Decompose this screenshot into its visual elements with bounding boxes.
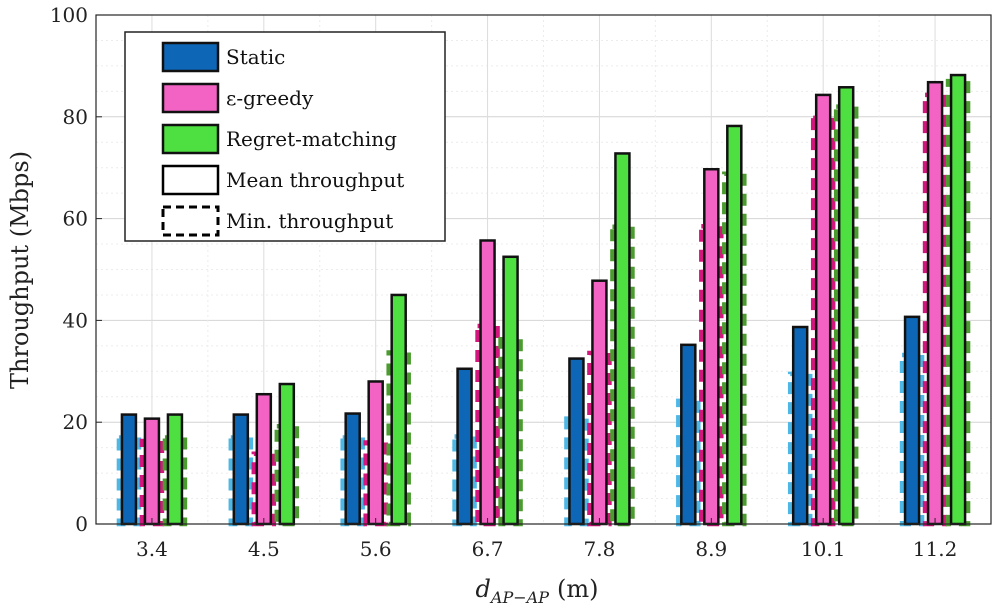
x-tick-label: 6.7	[472, 537, 504, 561]
x-tick-label: 3.4	[136, 537, 168, 561]
mean-throughput-bar	[120, 413, 138, 526]
x-tick-label: 5.6	[360, 537, 392, 561]
axes-frame	[95, 14, 992, 525]
y-tick-label: 80	[63, 105, 88, 129]
mean-throughput-bar	[502, 255, 519, 526]
legend-swatch	[161, 82, 220, 114]
x-axis-title: dAP−AP (m)	[476, 575, 599, 607]
mean-throughput-bar	[791, 325, 809, 526]
mean-throughput-bar	[703, 167, 720, 526]
mean-throughput-bar	[255, 392, 273, 526]
mean-throughput-bar	[568, 357, 585, 526]
legend-label: Regret-matching	[226, 127, 397, 151]
mean-throughput-bar	[390, 293, 407, 526]
mean-throughput-bar	[837, 86, 855, 526]
y-tick-label: 60	[63, 207, 88, 231]
legend-swatch	[161, 164, 220, 196]
mean-throughput-bar	[166, 413, 184, 526]
legend-label: Static	[226, 45, 285, 69]
x-axis-subscript: AP−AP	[489, 588, 549, 607]
legend: Static ε-greedy Regret-matching Mean throug…	[124, 31, 446, 242]
y-tick-label: 40	[63, 308, 88, 332]
y-tick-label: 100	[50, 3, 88, 27]
legend-swatch	[161, 205, 220, 237]
mean-throughput-bar	[143, 417, 161, 526]
mean-throughput-bar	[479, 239, 496, 526]
x-tick-label: 11.2	[913, 537, 958, 561]
mean-throughput-bar	[814, 93, 832, 526]
mean-throughput-bar	[591, 279, 608, 526]
legend-swatch	[161, 123, 220, 155]
legend-label: Mean throughput	[226, 168, 404, 192]
legend-swatch	[161, 41, 220, 73]
x-tick-label: 10.1	[801, 537, 846, 561]
x-tick-label: 8.9	[695, 537, 727, 561]
mean-throughput-bar	[726, 124, 743, 526]
plot-border	[95, 14, 992, 525]
x-tick-label: 7.8	[584, 537, 616, 561]
x-axis-unit: (m)	[557, 575, 598, 603]
y-tick-label: 20	[63, 410, 88, 434]
y-tick-label: 0	[75, 512, 88, 536]
legend-label: Min. throughput	[226, 209, 393, 233]
mean-throughput-bar	[367, 380, 384, 526]
mean-throughput-bar	[926, 80, 944, 526]
mean-throughput-bar	[344, 412, 361, 526]
mean-throughput-bar	[278, 382, 296, 526]
mean-throughput-bar	[614, 152, 631, 526]
x-tick-label: 4.5	[248, 537, 280, 561]
legend-label: ε-greedy	[226, 86, 314, 110]
mean-throughput-bar	[456, 367, 473, 526]
x-axis-symbol: d	[476, 575, 491, 603]
tick-labels: 0 20 40 60 80 100 3.4 4.5 5.6 6.7 7.8 8.9 10.1 11.2	[50, 3, 958, 561]
y-axis-title: Throughput (Mbps)	[6, 151, 34, 389]
mean-throughput-bar	[232, 413, 250, 526]
mean-throughput-bar	[949, 73, 967, 526]
mean-throughput-bar	[903, 315, 921, 526]
mean-throughput-bar	[680, 343, 697, 526]
